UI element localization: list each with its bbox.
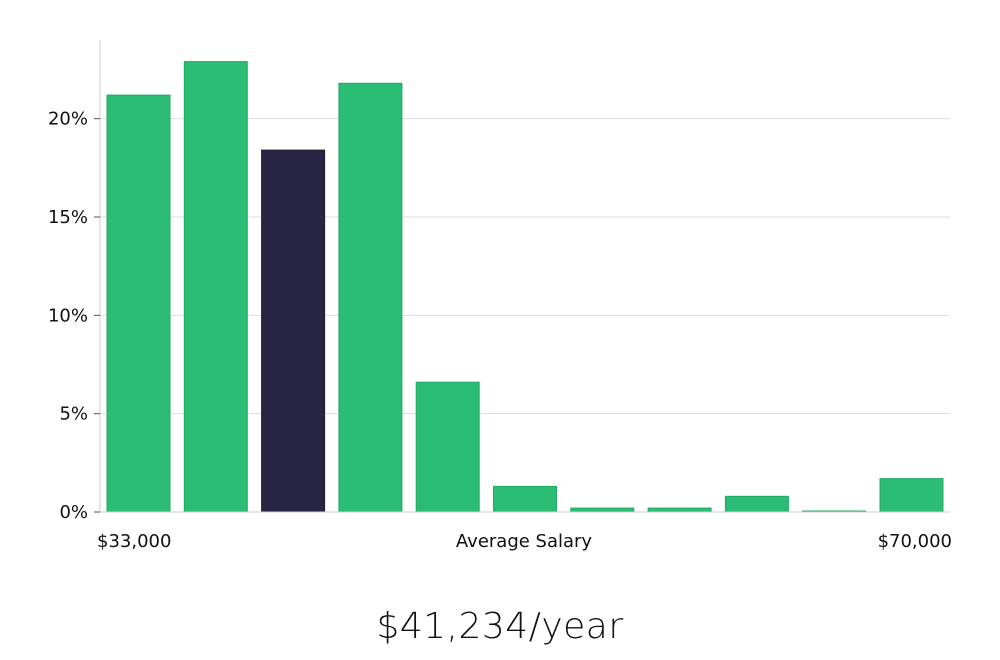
x-axis-max-label: $70,000	[878, 531, 952, 552]
y-tick-label: 20%	[48, 109, 88, 130]
bar	[493, 485, 557, 513]
x-axis-min-label: $33,000	[97, 531, 171, 552]
y-tick-label: 10%	[48, 305, 88, 326]
average-salary-value: $41,234/year	[376, 606, 624, 647]
bar	[647, 507, 712, 513]
y-tick-label: 15%	[48, 207, 88, 228]
bar	[415, 381, 480, 513]
y-tick-labels: 0% 5% 10% 15% 20%	[48, 109, 100, 523]
bar	[879, 478, 944, 513]
bars	[106, 61, 944, 513]
y-tick-label: 0%	[59, 502, 88, 523]
bar	[570, 507, 635, 513]
bar	[724, 495, 789, 513]
x-axis-title: Average Salary	[456, 531, 593, 552]
bar	[338, 82, 403, 513]
bar	[106, 94, 171, 513]
bar-highlighted	[261, 149, 326, 513]
bar	[183, 61, 248, 513]
salary-histogram: 0% 5% 10% 15% 20% $33,000 Average Salary $70…	[48, 40, 952, 552]
y-tick-label: 5%	[59, 404, 88, 425]
